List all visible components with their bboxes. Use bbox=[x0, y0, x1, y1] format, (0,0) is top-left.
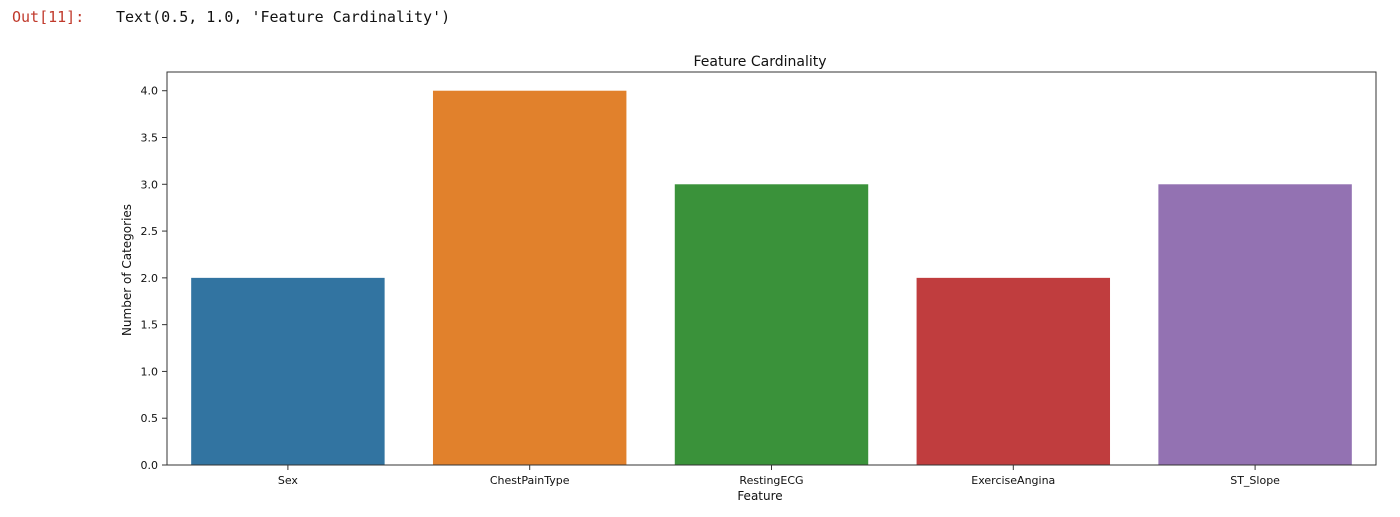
y-tick-label: 1.5 bbox=[141, 319, 159, 332]
chart-title: Feature Cardinality bbox=[694, 54, 827, 70]
output-prompt: Out[11]: bbox=[12, 8, 85, 26]
x-axis-ticks: Sex ChestPainType RestingECG ExerciseAngina… bbox=[278, 465, 1280, 487]
y-tick-label: 2.5 bbox=[141, 225, 159, 238]
x-tick-label: ExerciseAngina bbox=[971, 474, 1055, 487]
x-tick-label: ST_Slope bbox=[1230, 474, 1280, 487]
x-tick-label: Sex bbox=[278, 474, 299, 487]
bar-exerciseangina bbox=[916, 277, 1111, 465]
y-tick-label: 4.0 bbox=[141, 85, 159, 98]
bar-chestpaintype bbox=[432, 90, 627, 465]
y-tick-label: 3.5 bbox=[141, 132, 159, 145]
y-axis-label: Number of Categories bbox=[120, 204, 134, 336]
y-axis-ticks: 0.0 0.5 1.0 1.5 2.0 2.5 3.0 3.5 4.0 bbox=[141, 85, 167, 472]
x-tick-label: ChestPainType bbox=[490, 474, 570, 487]
y-tick-label: 0.0 bbox=[141, 459, 159, 472]
x-tick-label: RestingECG bbox=[739, 474, 803, 487]
y-tick-label: 2.0 bbox=[141, 272, 159, 285]
bar-sex bbox=[191, 277, 385, 465]
y-tick-label: 3.0 bbox=[141, 178, 159, 191]
bar-restingecg bbox=[674, 184, 869, 466]
bars-group bbox=[191, 90, 1352, 466]
x-axis-label: Feature bbox=[737, 489, 782, 503]
output-text: Text(0.5, 1.0, 'Feature Cardinality') bbox=[116, 8, 451, 26]
plot-frame bbox=[166, 71, 1377, 466]
y-tick-label: 0.5 bbox=[141, 412, 159, 425]
y-tick-label: 1.0 bbox=[141, 365, 159, 378]
bar-st-slope bbox=[1158, 184, 1352, 466]
